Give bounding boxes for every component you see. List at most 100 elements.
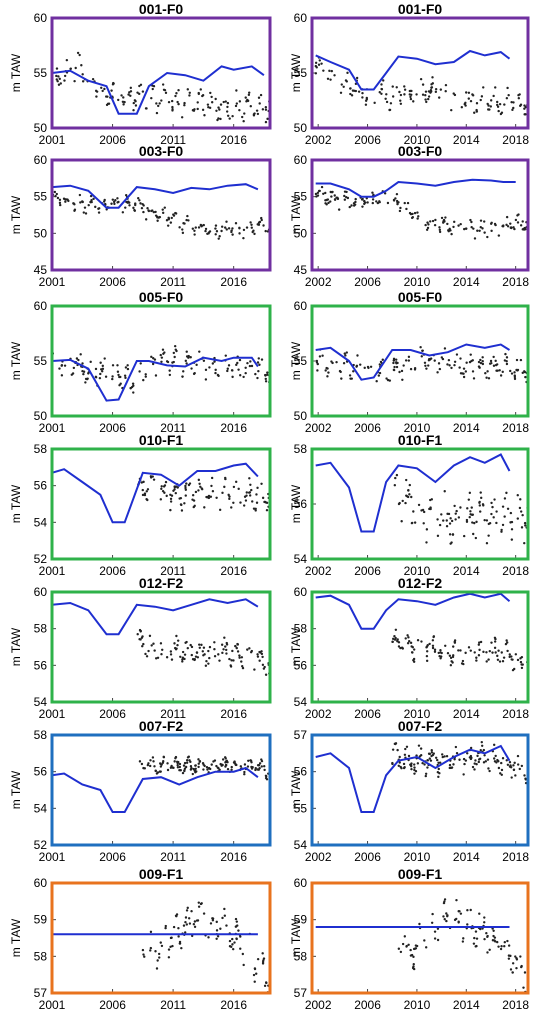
data-point [496,103,499,107]
data-point [424,364,427,368]
data-point [479,225,482,229]
y-axis-label: m TAW [9,627,23,666]
plot-area [52,598,270,676]
data-point [495,521,498,525]
data-point [231,233,234,236]
plot-area [315,343,528,384]
data-point [207,649,210,653]
data-point [342,362,346,365]
data-point [438,230,442,234]
data-point [116,201,119,204]
data-point [202,359,206,362]
panel-title: 001-F0 [139,1,184,17]
x-tick-label: 2014 [453,133,480,147]
data-point [236,361,239,365]
data-point [211,917,214,920]
data-point [146,488,150,491]
data-point [410,521,414,525]
data-point [69,67,72,70]
data-point [149,946,153,950]
data-point [185,909,189,912]
data-point [139,638,142,641]
data-point [459,222,462,226]
data-point [464,227,468,231]
data-point [415,93,418,96]
data-point [455,509,458,513]
data-point [145,490,148,493]
data-point [410,93,413,96]
data-point [166,762,169,765]
data-point [136,632,139,636]
data-point [257,96,261,99]
data-point [197,901,200,904]
data-point [480,95,484,98]
data-point [181,771,185,775]
data-point [489,105,493,108]
data-point [172,925,176,929]
data-point [516,214,519,217]
data-point [206,496,209,499]
data-point [238,108,241,112]
data-point [401,499,404,503]
y-tick-label: 54 [294,695,308,709]
data-point [233,941,236,944]
data-point [399,93,403,97]
data-point [459,912,463,915]
data-point [162,755,166,759]
data-point [234,104,238,108]
data-point [493,936,497,939]
data-point [238,654,241,657]
data-point [518,506,522,510]
data-point [84,381,87,384]
data-point [488,948,491,951]
data-point [220,225,224,228]
data-point [231,114,234,118]
data-point [478,648,481,652]
data-point [215,109,218,113]
data-point [462,937,465,940]
x-tick-label: 2001 [39,133,66,147]
data-point [410,495,413,499]
data-point [231,227,234,230]
data-point [430,751,434,754]
data-point [471,521,474,524]
data-point [158,102,161,105]
data-point [197,765,200,769]
data-point [499,374,503,377]
data-point [215,230,219,233]
data-point [148,634,152,638]
model-line [52,462,259,524]
data-point [256,361,260,364]
data-point [156,656,160,659]
data-point [195,651,199,654]
data-point [343,198,347,201]
data-point [419,754,423,757]
data-point [427,359,431,362]
data-point [507,93,510,97]
data-point [513,375,517,379]
data-point [73,203,76,206]
data-point [420,355,423,358]
data-point [249,105,252,108]
data-point [520,964,523,968]
data-point [425,228,429,231]
data-point [154,657,158,660]
data-point [421,761,424,765]
data-point [228,497,231,501]
data-point [177,926,180,930]
data-point [438,367,442,371]
data-point [77,358,80,362]
data-point [202,912,206,915]
data-point [87,372,90,375]
data-point [264,120,268,124]
data-point [469,908,472,912]
y-tick-label: 60 [294,299,308,313]
data-point [200,487,203,490]
data-point [468,515,471,519]
data-point [523,113,526,116]
data-point [263,765,266,768]
data-point [258,650,261,654]
data-point [499,947,503,951]
data-point [397,764,400,768]
plot-area [52,51,270,124]
